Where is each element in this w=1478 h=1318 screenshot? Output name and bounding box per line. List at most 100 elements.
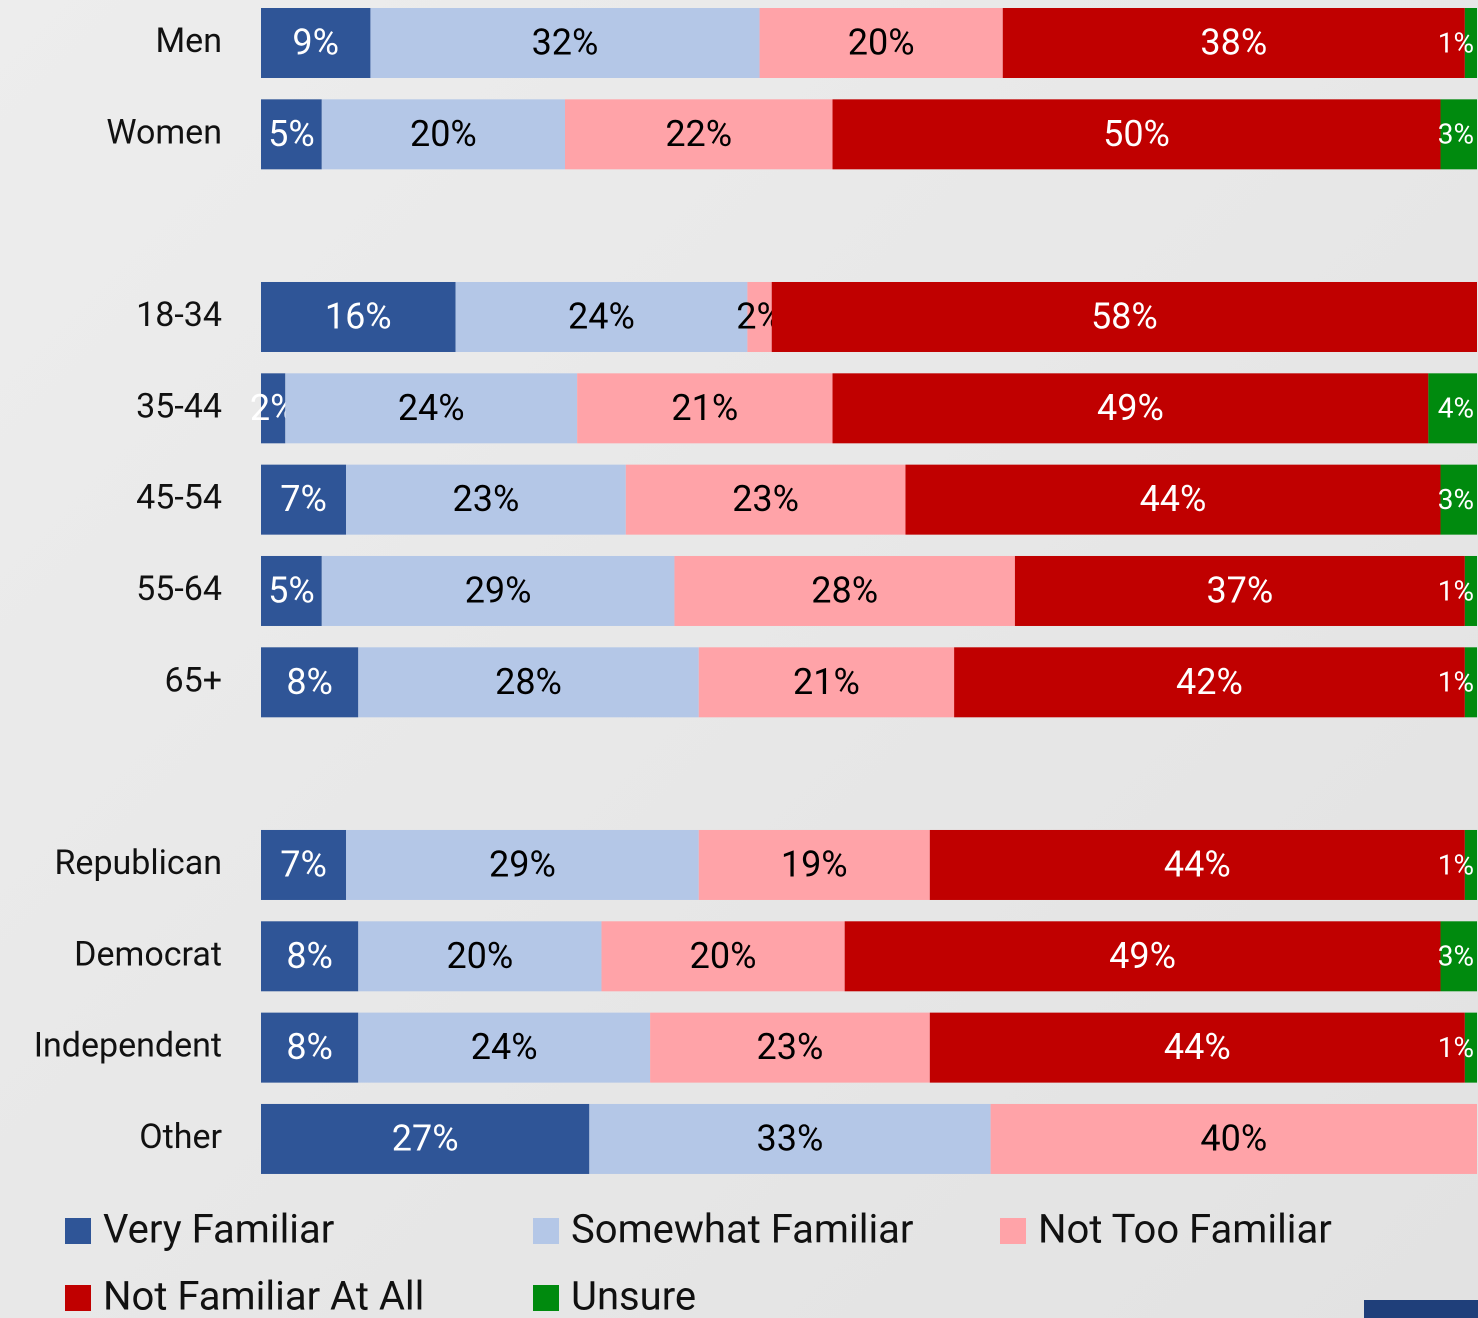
value-label: 21% [671, 387, 738, 429]
legend-swatch [533, 1218, 559, 1244]
value-label: 28% [811, 569, 878, 611]
bar-segment [455, 281, 748, 352]
bar-segment [929, 829, 1465, 900]
bar-segment [346, 829, 699, 900]
value-label: 8% [286, 661, 333, 703]
legend-swatch [1000, 1218, 1026, 1244]
value-label: 40% [1200, 1117, 1267, 1159]
bar-segment [771, 281, 1477, 352]
bar-segment [1464, 1012, 1477, 1083]
value-label: 1% [1438, 574, 1474, 607]
value-label: 5% [268, 569, 315, 611]
value-label: 1% [1438, 1031, 1474, 1064]
value-label: 8% [286, 1026, 333, 1068]
bar-segment [1464, 647, 1477, 718]
value-label: 23% [453, 478, 520, 520]
bar-segment [905, 464, 1441, 535]
value-label: 5% [268, 113, 315, 155]
logo [1364, 1300, 1478, 1318]
bar-segment [1440, 99, 1477, 170]
value-label: 29% [489, 843, 556, 885]
bar-segment [577, 373, 833, 444]
value-label: 24% [568, 296, 635, 338]
category-label: 55-64 [136, 569, 222, 609]
bar-segment [1428, 373, 1477, 444]
value-label: 21% [793, 661, 860, 703]
value-label: 58% [1091, 296, 1158, 338]
value-label: 8% [286, 935, 333, 977]
value-label: 37% [1206, 569, 1273, 611]
category-label: Women [106, 112, 222, 152]
value-label: 29% [465, 569, 532, 611]
bar-segment [844, 921, 1441, 992]
bar-segment [261, 1012, 359, 1083]
category-label: 65+ [164, 660, 222, 700]
value-label: 7% [280, 478, 327, 520]
legend-swatch [65, 1218, 91, 1244]
bar-segment [1002, 8, 1465, 78]
value-label: 28% [495, 661, 562, 703]
bar-segment [698, 829, 930, 900]
bar-segment [261, 8, 371, 78]
bar-segment [990, 1103, 1477, 1174]
bar-segment [1464, 829, 1477, 900]
value-label: 49% [1097, 387, 1164, 429]
category-label: Democrat [74, 934, 222, 974]
bar-segment [285, 373, 578, 444]
bar-segment [370, 8, 760, 78]
bar-segment [261, 99, 322, 170]
bar-segment [759, 8, 1003, 78]
bar-segment [929, 1012, 1465, 1083]
value-label: 44% [1164, 1026, 1231, 1068]
bar-segment [346, 464, 626, 535]
legend-label: Somewhat Familiar [571, 1206, 913, 1253]
value-label: 3% [1438, 940, 1474, 973]
value-label: 1% [1438, 666, 1474, 699]
bar-segment [261, 921, 359, 992]
legend-swatch [533, 1285, 559, 1311]
value-label: 19% [781, 843, 848, 885]
value-label: 23% [757, 1026, 824, 1068]
bar-segment [589, 1103, 991, 1174]
bar-segment [1464, 555, 1477, 626]
bar-segment [1440, 464, 1477, 535]
bar-segment [321, 555, 675, 626]
category-label: 18-34 [136, 295, 222, 335]
legend-label: Very Familiar [103, 1206, 334, 1253]
category-label: Other [139, 1117, 222, 1157]
bar-segment [358, 921, 602, 992]
bar-segment [261, 829, 347, 900]
value-label: 32% [532, 22, 599, 64]
bar-segment [261, 1103, 590, 1174]
bar-segment [261, 373, 286, 444]
bar-segment [698, 647, 955, 718]
value-label: 38% [1200, 22, 1267, 64]
value-label: 1% [1438, 848, 1474, 881]
bar-segment [358, 1012, 651, 1083]
value-label: 50% [1103, 113, 1170, 155]
category-label: 45-54 [136, 478, 222, 518]
value-label: 20% [446, 935, 513, 977]
bar-segment [1014, 555, 1465, 626]
value-label: 27% [392, 1117, 459, 1159]
value-label: 49% [1109, 935, 1176, 977]
category-label: Republican [54, 843, 222, 883]
value-label: 42% [1176, 661, 1243, 703]
value-label: 44% [1164, 843, 1231, 885]
value-label: 3% [1438, 118, 1474, 151]
bar-segment [601, 921, 845, 992]
bar-segment [358, 647, 699, 718]
bar-segment [1440, 921, 1477, 992]
category-label: 35-44 [136, 386, 222, 426]
value-label: 44% [1140, 478, 1207, 520]
value-label: 7% [280, 843, 327, 885]
value-label: 20% [848, 22, 915, 64]
value-label: 1% [1438, 26, 1474, 59]
legend-label: Not Too Familiar [1038, 1206, 1332, 1253]
value-label: 24% [471, 1026, 538, 1068]
value-label: 20% [690, 935, 757, 977]
bar-segment [832, 373, 1429, 444]
bar-segment [954, 647, 1465, 718]
legend-swatch [65, 1285, 91, 1311]
